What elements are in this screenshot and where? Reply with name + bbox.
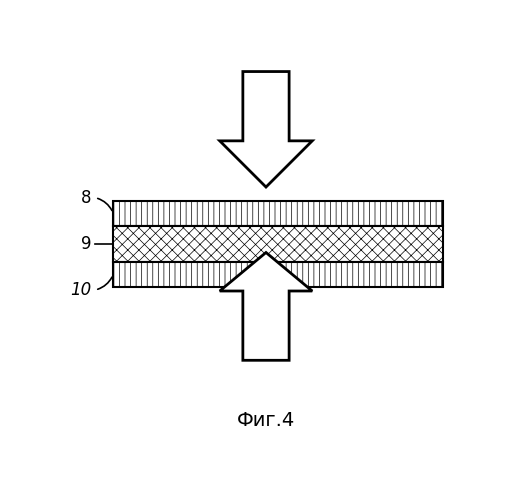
Text: 9: 9 bbox=[80, 235, 91, 253]
Bar bbox=[113, 226, 443, 262]
Bar bbox=[113, 262, 443, 287]
Text: 8: 8 bbox=[80, 188, 91, 206]
Text: Фиг.4: Фиг.4 bbox=[237, 410, 295, 430]
Polygon shape bbox=[220, 252, 312, 360]
Bar bbox=[113, 200, 443, 226]
Text: 10: 10 bbox=[70, 281, 91, 299]
Polygon shape bbox=[220, 72, 312, 187]
